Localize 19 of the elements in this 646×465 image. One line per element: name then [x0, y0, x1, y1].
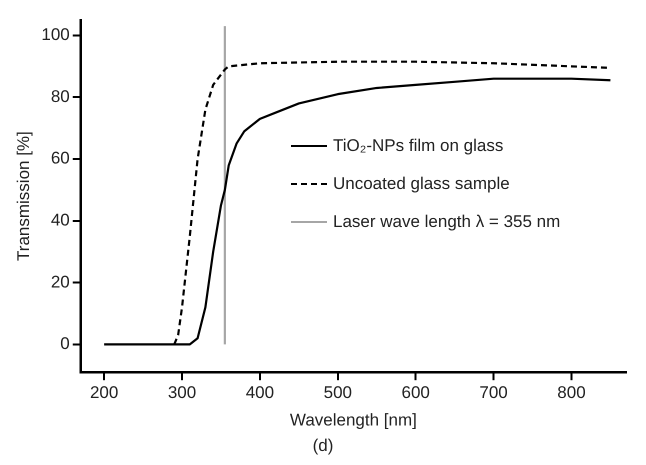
y-tick-label: 60	[50, 148, 70, 168]
y-axis-title: Transmission [%]	[14, 131, 33, 261]
x-tick-label: 800	[557, 383, 586, 402]
y-tick-label: 0	[60, 334, 70, 354]
text: (d)	[312, 436, 334, 456]
legend-label: Uncoated glass sample	[333, 174, 510, 194]
y-tick-label: 40	[50, 210, 70, 230]
x-tick-label: 600	[402, 383, 430, 402]
y-tick-label: 20	[50, 272, 70, 292]
x-tick-label: 700	[479, 383, 508, 402]
legend-label: TiO₂-NPs film on glass	[333, 136, 504, 156]
y-tick-label: 80	[50, 86, 70, 106]
x-tick-label: 400	[246, 383, 274, 402]
x-axis-title: Wavelength [nm]	[290, 410, 417, 430]
y-tick-label: 100	[41, 25, 70, 44]
x-tick-label: 300	[168, 383, 196, 402]
legend-label: Laser wave length λ = 355 nm	[333, 212, 560, 232]
x-tick-label: 500	[324, 383, 352, 402]
x-tick-label: 200	[90, 383, 118, 402]
